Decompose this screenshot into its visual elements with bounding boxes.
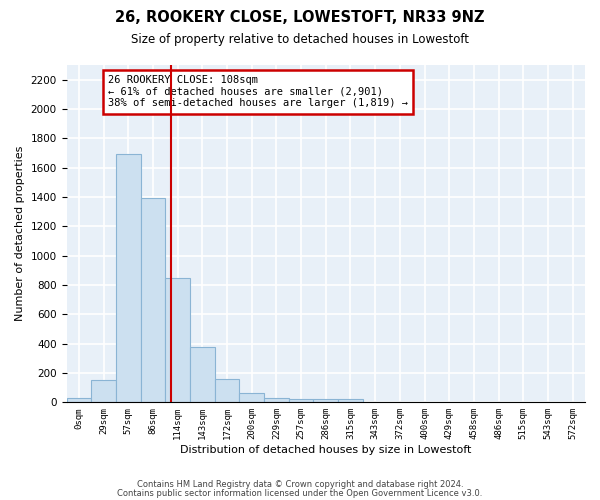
Bar (165, 278, 190, 402)
Bar (140, 198, 165, 402)
Bar (239, 393, 264, 402)
Bar (91, 380, 116, 402)
Bar (116, 154, 140, 402)
Bar (289, 398, 313, 402)
Text: Size of property relative to detached houses in Lowestoft: Size of property relative to detached ho… (131, 32, 469, 46)
Bar (264, 398, 289, 402)
Bar (215, 378, 239, 402)
Text: 26, ROOKERY CLOSE, LOWESTOFT, NR33 9NZ: 26, ROOKERY CLOSE, LOWESTOFT, NR33 9NZ (115, 10, 485, 25)
Y-axis label: Number of detached properties: Number of detached properties (15, 146, 25, 322)
Text: Contains HM Land Registry data © Crown copyright and database right 2024.: Contains HM Land Registry data © Crown c… (137, 480, 463, 489)
Bar (338, 399, 363, 402)
Bar (313, 399, 338, 402)
Bar (190, 347, 215, 403)
X-axis label: Distribution of detached houses by size in Lowestoft: Distribution of detached houses by size … (180, 445, 472, 455)
Text: 26 ROOKERY CLOSE: 108sqm
← 61% of detached houses are smaller (2,901)
38% of sem: 26 ROOKERY CLOSE: 108sqm ← 61% of detach… (108, 75, 408, 108)
Text: Contains public sector information licensed under the Open Government Licence v3: Contains public sector information licen… (118, 488, 482, 498)
Bar (67, 398, 91, 402)
